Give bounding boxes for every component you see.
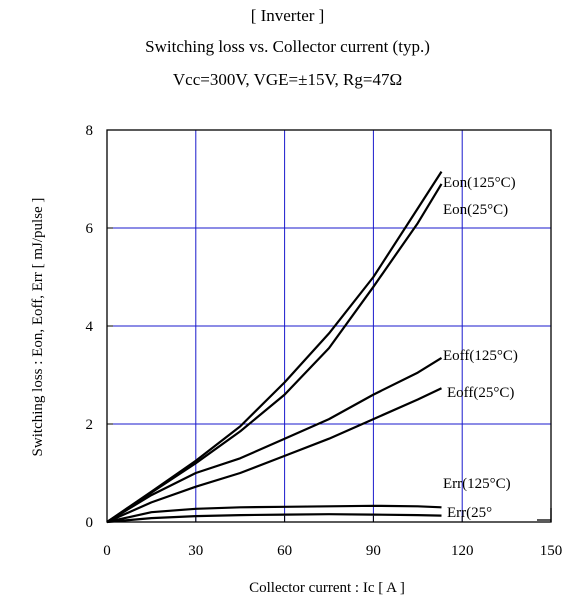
y-tick-label: 6	[86, 221, 94, 237]
x-tick-label: 120	[451, 543, 474, 559]
y-tick-label: 4	[86, 319, 94, 335]
series-line	[106, 183, 443, 523]
series-label: Err(125°C)	[443, 476, 511, 492]
series-line	[106, 387, 442, 524]
series-label: Eoff(125°C)	[443, 348, 518, 364]
series-labels: Eon(125°C) Eon(25°C) Eoff(125°C) Eoff(25°C)…	[443, 175, 552, 522]
series-line	[106, 513, 442, 524]
series-label: Eon(125°C)	[443, 175, 516, 191]
x-tick-label: 90	[366, 543, 381, 559]
axis-ticks: 0 30 60 90 120 150 0 2 4 6 8	[86, 123, 563, 559]
series-label: Err(25°	[447, 505, 492, 521]
y-tick-label: 0	[86, 515, 94, 531]
x-tick-label: 0	[103, 543, 111, 559]
series-label: Eon(25°C)	[443, 202, 508, 218]
grid-lines	[107, 130, 551, 522]
chart-title-inverter: [ Inverter ]	[250, 6, 325, 25]
series-label: Eoff(25°C)	[447, 385, 514, 401]
series-line	[106, 171, 443, 523]
series-line	[106, 356, 443, 523]
y-tick-label: 8	[86, 123, 94, 139]
x-axis-label: Collector current : Ic [ A ]	[249, 580, 405, 596]
x-tick-label: 30	[188, 543, 203, 559]
chart-title: Switching loss vs. Collector current (ty…	[145, 37, 430, 56]
chart-subtitle-conditions: Vcc=300V, VGE=±15V, Rg=47Ω	[172, 70, 403, 89]
y-tick-label: 2	[86, 417, 94, 433]
y-axis-label: Switching loss : Eon, Eoff, Err [ mJ/pul…	[30, 198, 46, 457]
x-tick-label: 150	[540, 543, 563, 559]
x-tick-label: 60	[277, 543, 292, 559]
series-lines	[106, 171, 443, 524]
series-line	[106, 504, 442, 524]
